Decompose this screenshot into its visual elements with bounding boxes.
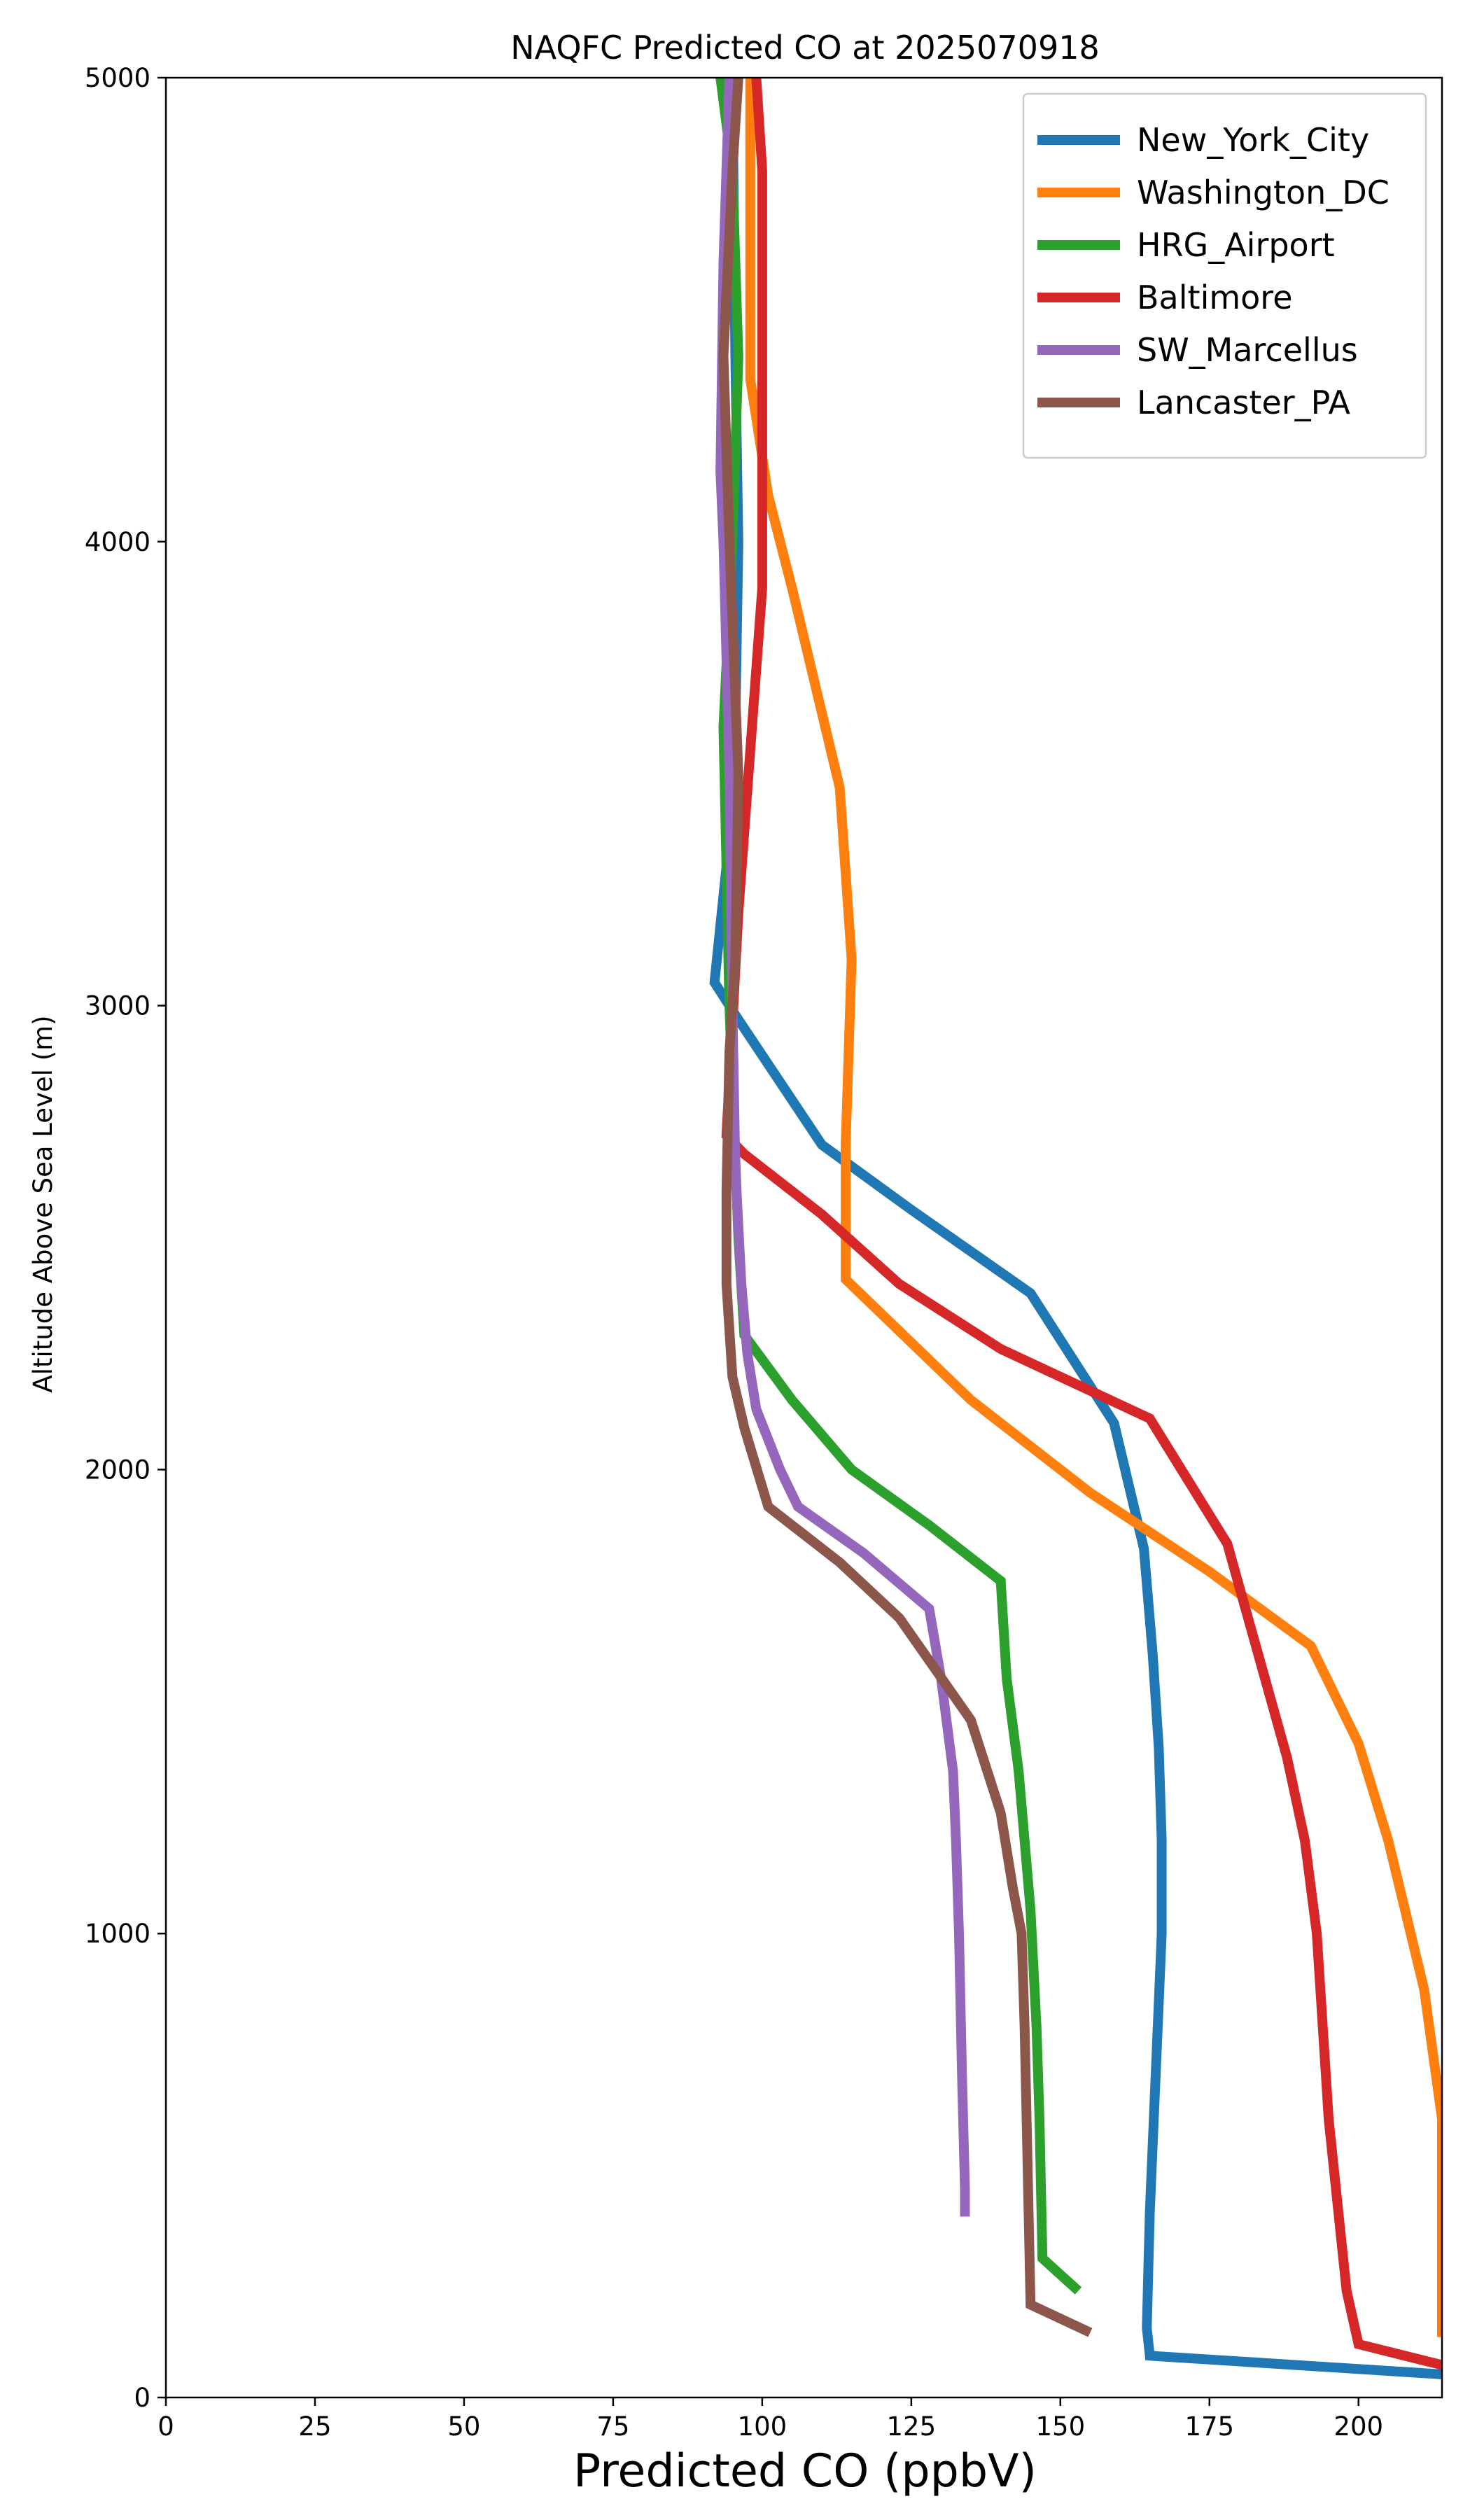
x-tick-label: 150 bbox=[1035, 2412, 1085, 2442]
x-axis-label: Predicted CO (ppbV) bbox=[573, 2445, 1037, 2498]
y-tick-label: 5000 bbox=[85, 63, 150, 93]
legend: New_York_City Washington_DC HRG_Airport Bal… bbox=[1022, 92, 1427, 459]
x-axis: 0 25 50 75 100 125 150 175 200 bbox=[158, 2398, 1383, 2442]
legend-label: Lancaster_PA bbox=[1137, 384, 1350, 421]
series-line-baltimore bbox=[721, 78, 1442, 2370]
y-tick-label: 1000 bbox=[85, 1919, 150, 1949]
legend-label: Baltimore bbox=[1137, 279, 1293, 316]
legend-box bbox=[1022, 92, 1427, 459]
legend-label: SW_Marcellus bbox=[1137, 331, 1358, 369]
series-lines bbox=[709, 78, 1442, 2379]
y-tick-label: 4000 bbox=[85, 527, 150, 557]
legend-label: New_York_City bbox=[1137, 121, 1369, 159]
y-axis: 0 1000 2000 3000 4000 5000 bbox=[85, 63, 166, 2413]
y-axis-label: Altitude Above Sea Level (m) bbox=[28, 1015, 58, 1392]
x-tick-label: 75 bbox=[596, 2412, 629, 2442]
series-line-washington-dc bbox=[745, 78, 1442, 2337]
x-tick-label: 200 bbox=[1334, 2412, 1383, 2442]
x-tick-label: 175 bbox=[1184, 2412, 1234, 2442]
y-tick-label: 0 bbox=[134, 2383, 150, 2413]
chart-title: NAQFC Predicted CO at 2025070918 bbox=[510, 29, 1100, 66]
legend-label: HRG_Airport bbox=[1137, 226, 1335, 264]
legend-label: Washington_DC bbox=[1137, 174, 1390, 211]
y-tick-label: 3000 bbox=[85, 991, 150, 1021]
x-tick-label: 100 bbox=[738, 2412, 788, 2442]
series-line-sw-marcellus bbox=[715, 78, 970, 2217]
plot-frame bbox=[164, 76, 1443, 2399]
x-tick-label: 50 bbox=[447, 2412, 480, 2442]
y-tick-label: 2000 bbox=[85, 1455, 150, 1485]
x-tick-label: 125 bbox=[887, 2412, 937, 2442]
x-tick-label: 0 bbox=[158, 2412, 174, 2442]
series-line-lancaster-pa bbox=[718, 78, 1093, 2337]
x-tick-label: 25 bbox=[298, 2412, 331, 2442]
